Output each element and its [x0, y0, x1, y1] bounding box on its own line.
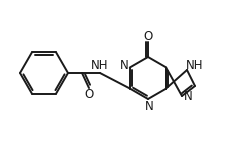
Text: N: N [145, 99, 153, 112]
Text: NH: NH [186, 58, 204, 71]
Text: N: N [119, 59, 128, 72]
Text: O: O [143, 30, 153, 43]
Text: O: O [84, 88, 94, 101]
Text: NH: NH [91, 58, 109, 71]
Text: N: N [184, 91, 192, 103]
